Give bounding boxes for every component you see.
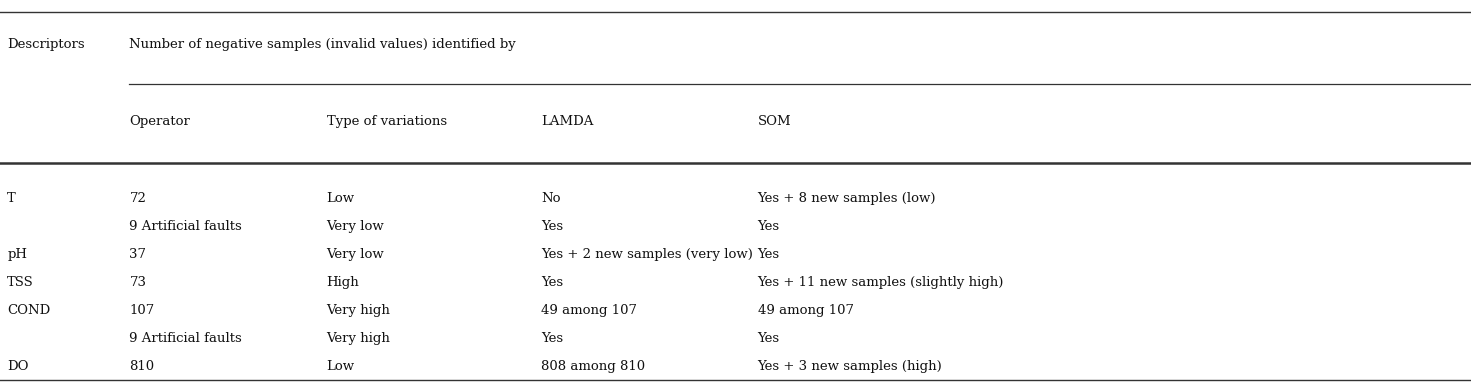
Text: Low: Low xyxy=(327,360,355,373)
Text: Very high: Very high xyxy=(327,332,390,345)
Text: SOM: SOM xyxy=(758,115,791,128)
Text: Yes: Yes xyxy=(541,220,563,233)
Text: Yes: Yes xyxy=(758,332,780,345)
Text: 107: 107 xyxy=(129,304,154,317)
Text: Yes: Yes xyxy=(541,276,563,289)
Text: pH: pH xyxy=(7,248,28,261)
Text: 72: 72 xyxy=(129,192,146,205)
Text: 73: 73 xyxy=(129,276,147,289)
Text: Type of variations: Type of variations xyxy=(327,115,447,128)
Text: COND: COND xyxy=(7,304,50,317)
Text: 9 Artificial faults: 9 Artificial faults xyxy=(129,220,243,233)
Text: Very low: Very low xyxy=(327,248,384,261)
Text: DO: DO xyxy=(7,360,29,373)
Text: Descriptors: Descriptors xyxy=(7,38,85,51)
Text: 49 among 107: 49 among 107 xyxy=(758,304,853,317)
Text: Yes + 11 new samples (slightly high): Yes + 11 new samples (slightly high) xyxy=(758,276,1003,289)
Text: Yes + 2 new samples (very low): Yes + 2 new samples (very low) xyxy=(541,248,753,261)
Text: Low: Low xyxy=(327,192,355,205)
Text: 808 among 810: 808 among 810 xyxy=(541,360,646,373)
Text: No: No xyxy=(541,192,560,205)
Text: 810: 810 xyxy=(129,360,154,373)
Text: Yes + 3 new samples (high): Yes + 3 new samples (high) xyxy=(758,360,943,373)
Text: TSS: TSS xyxy=(7,276,34,289)
Text: Very high: Very high xyxy=(327,304,390,317)
Text: Yes: Yes xyxy=(758,220,780,233)
Text: 37: 37 xyxy=(129,248,147,261)
Text: Yes + 8 new samples (low): Yes + 8 new samples (low) xyxy=(758,192,936,205)
Text: Operator: Operator xyxy=(129,115,190,128)
Text: Very low: Very low xyxy=(327,220,384,233)
Text: 9 Artificial faults: 9 Artificial faults xyxy=(129,332,243,345)
Text: Yes: Yes xyxy=(541,332,563,345)
Text: Yes: Yes xyxy=(758,248,780,261)
Text: Number of negative samples (invalid values) identified by: Number of negative samples (invalid valu… xyxy=(129,38,516,51)
Text: LAMDA: LAMDA xyxy=(541,115,594,128)
Text: T: T xyxy=(7,192,16,205)
Text: High: High xyxy=(327,276,359,289)
Text: 49 among 107: 49 among 107 xyxy=(541,304,637,317)
